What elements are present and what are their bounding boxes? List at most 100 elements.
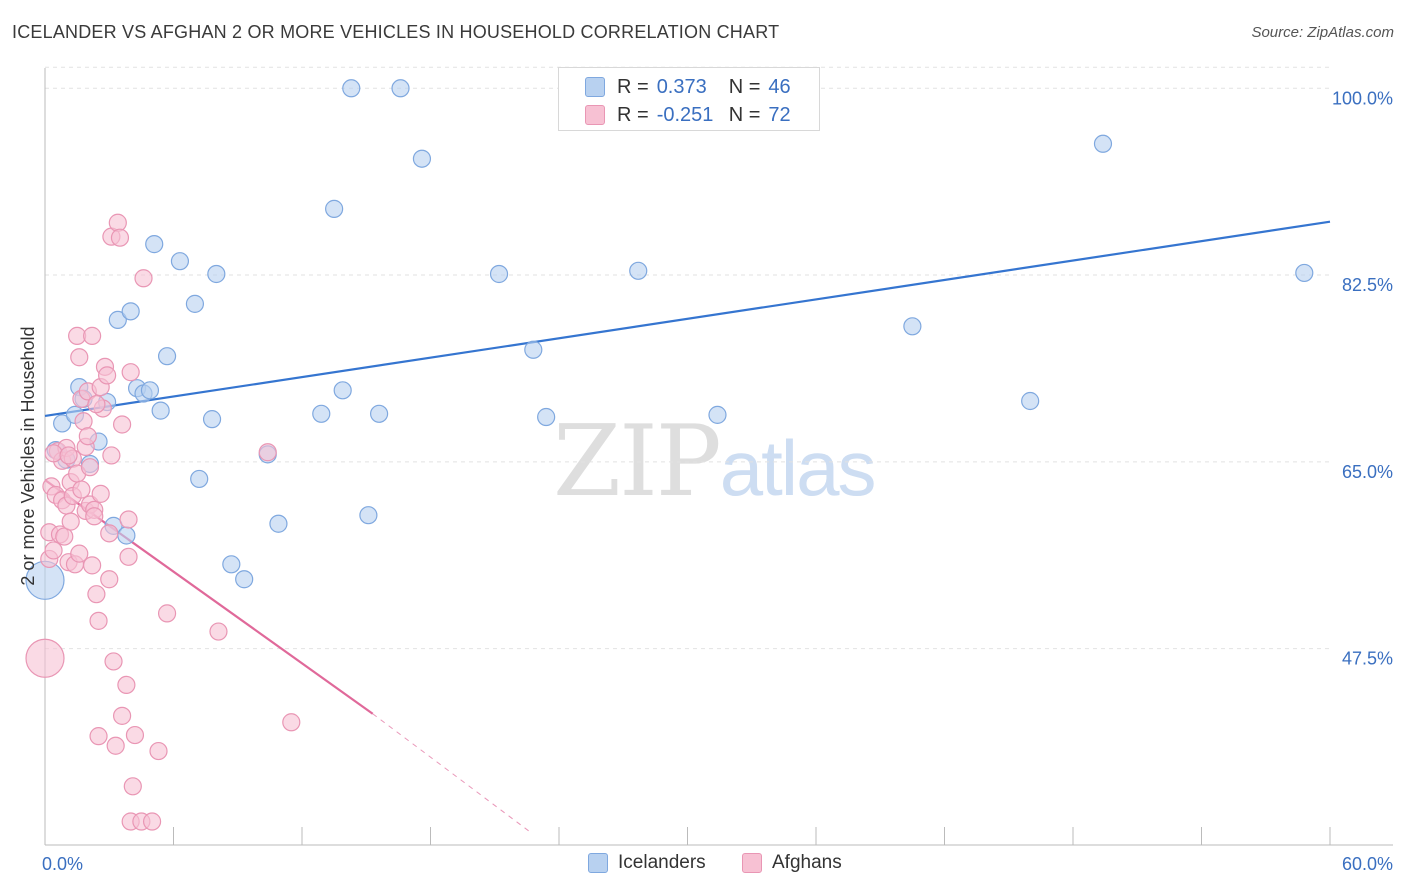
- icelander-point: [489, 264, 509, 284]
- afghan-point: [149, 741, 168, 761]
- icelander-point: [117, 526, 136, 545]
- afghan-point: [70, 348, 89, 367]
- afghans-r-value: -0.251: [656, 103, 714, 126]
- icelander-point: [391, 79, 410, 98]
- y-tick-label: 82.5%: [1342, 275, 1393, 295]
- legend-item-afghans: Afghans: [742, 852, 842, 874]
- y-tick-label: 65.0%: [1342, 462, 1393, 482]
- icelander-point: [108, 310, 127, 329]
- afghan-point: [78, 427, 97, 446]
- icelander-point: [524, 340, 543, 359]
- afghan-point: [100, 570, 119, 589]
- afghan-point: [83, 326, 102, 345]
- icelander-point: [121, 302, 140, 321]
- afghan-point: [89, 727, 108, 746]
- afghan-point: [104, 652, 123, 671]
- afghans-n-value: 72: [768, 103, 791, 126]
- y-tick-label: 100.0%: [1332, 88, 1393, 108]
- afghan-point: [112, 415, 132, 434]
- icelander-point: [629, 261, 648, 280]
- afghans-legend-swatch: [742, 853, 762, 873]
- icelander-point: [207, 264, 226, 284]
- afghans-swatch: [585, 105, 605, 125]
- icelander-point: [333, 381, 352, 400]
- watermark-atlas: atlas: [719, 424, 877, 512]
- afghan-point: [72, 480, 91, 499]
- legend-row-afghans: R = -0.251 N = 72: [585, 102, 791, 128]
- icelander-point: [903, 317, 922, 336]
- icelanders-legend-label: Icelanders: [618, 852, 706, 873]
- icelander-point: [151, 401, 170, 420]
- afghan-point: [25, 638, 65, 678]
- afghan-point: [258, 443, 277, 462]
- afghan-point: [112, 706, 132, 725]
- afghan-point: [98, 366, 117, 385]
- icelander-point: [342, 79, 361, 98]
- afghan-point: [157, 604, 177, 623]
- x-tick-label: 0.0%: [42, 854, 83, 874]
- afghans-trend-extension: [372, 713, 530, 832]
- icelander-point: [190, 469, 209, 489]
- icelanders-trend-line: [44, 220, 1331, 418]
- icelander-point: [222, 555, 241, 574]
- afghan-point: [282, 713, 301, 732]
- icelander-point: [708, 405, 727, 424]
- icelander-point: [537, 407, 556, 427]
- afghan-point: [74, 412, 93, 431]
- icelander-point: [1295, 263, 1314, 283]
- chart-title: ICELANDER VS AFGHAN 2 OR MORE VEHICLES I…: [12, 22, 780, 42]
- icelanders-legend-swatch: [588, 853, 608, 873]
- icelander-point: [269, 514, 288, 533]
- afghan-point: [125, 725, 145, 745]
- x-tick-label: 60.0%: [1342, 854, 1393, 874]
- afghan-point: [89, 611, 108, 630]
- icelander-point: [412, 149, 432, 168]
- legend-item-icelanders: Icelanders: [588, 852, 706, 874]
- afghan-point: [91, 484, 110, 503]
- afghan-point: [83, 556, 102, 575]
- trend-lines: [44, 220, 1331, 832]
- icelander-point: [170, 252, 190, 271]
- afghan-point: [87, 585, 106, 604]
- afghan-point: [44, 541, 63, 560]
- afghan-point: [209, 622, 228, 641]
- icelander-point: [53, 414, 72, 433]
- icelander-point: [202, 410, 222, 429]
- data-points: [25, 79, 1314, 831]
- afghan-point: [119, 510, 138, 529]
- icelander-point: [157, 347, 177, 366]
- afghan-point: [110, 228, 130, 247]
- icelander-point: [235, 570, 254, 589]
- icelanders-r-value: 0.373: [656, 75, 707, 98]
- icelander-point: [1021, 391, 1040, 411]
- y-tick-label: 47.5%: [1342, 649, 1393, 669]
- icelander-point: [359, 506, 378, 525]
- r-label: R =: [617, 103, 649, 126]
- tick-labels: 100.0% 82.5% 65.0% 47.5% 0.0% 60.0%: [42, 88, 1393, 874]
- afghans-legend-label: Afghans: [772, 852, 842, 873]
- n-label: N =: [728, 75, 761, 98]
- afghan-point: [108, 213, 127, 232]
- afghan-point: [87, 395, 106, 414]
- icelander-point: [325, 199, 344, 218]
- afghan-point: [117, 675, 136, 695]
- icelander-point: [1093, 134, 1113, 153]
- afghan-point: [70, 544, 89, 563]
- afghan-point: [80, 458, 100, 477]
- afghan-point: [102, 446, 121, 465]
- y-axis-label: 2 or more Vehicles in Household: [18, 326, 38, 585]
- icelander-point: [370, 404, 389, 423]
- icelander-point: [145, 235, 164, 254]
- afghan-point: [121, 363, 140, 382]
- afghan-point: [106, 736, 125, 755]
- afghan-point: [100, 524, 119, 543]
- n-label: N =: [728, 103, 761, 126]
- afghan-point: [59, 446, 78, 465]
- afghan-point: [123, 777, 142, 796]
- axes: [44, 68, 1393, 846]
- afghan-point: [134, 269, 153, 288]
- afghan-point: [85, 507, 104, 526]
- afghan-point: [61, 512, 80, 531]
- icelander-point: [185, 294, 205, 313]
